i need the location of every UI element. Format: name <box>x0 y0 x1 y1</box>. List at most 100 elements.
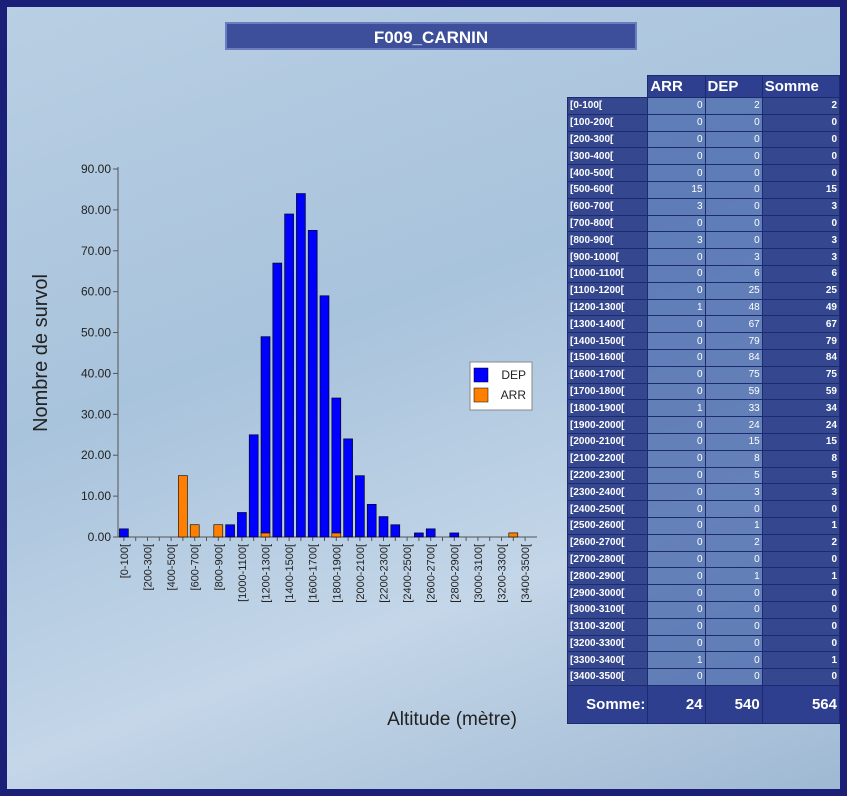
table-cell: 84 <box>705 349 762 366</box>
table-cell: 0 <box>648 417 705 434</box>
table-cell: 0 <box>648 669 705 686</box>
table-cell: 0 <box>648 215 705 232</box>
table-cell: 3 <box>705 484 762 501</box>
table-cell: 0 <box>705 551 762 568</box>
column-header: DEP <box>705 76 762 98</box>
bar <box>261 337 270 533</box>
table-cell: 0 <box>705 669 762 686</box>
table-cell: 0 <box>762 635 839 652</box>
table-cell: 3 <box>648 198 705 215</box>
frame: F009_CARNIN 0.0010.0020.0030.0040.0050.0… <box>0 0 847 796</box>
table-row: [1000-1100[066 <box>568 265 840 282</box>
x-tick-label: [1400-1500[ <box>284 544 296 603</box>
corner <box>568 76 648 98</box>
bar <box>214 525 223 537</box>
table-cell: 75 <box>762 366 839 383</box>
table-cell: 2 <box>705 98 762 115</box>
table-cell: [1500-1600[ <box>568 349 648 366</box>
bar <box>237 512 246 537</box>
y-axis-label: Nombre de survol <box>30 274 52 432</box>
table-cell: 15 <box>762 433 839 450</box>
table-cell: [3100-3200[ <box>568 618 648 635</box>
bar <box>367 504 376 537</box>
table-cell: [2600-2700[ <box>568 534 648 551</box>
table-cell: 3 <box>762 198 839 215</box>
table-cell: 84 <box>762 349 839 366</box>
table-cell: 0 <box>648 501 705 518</box>
table-cell: 0 <box>762 501 839 518</box>
table-cell: 1 <box>648 299 705 316</box>
table-cell: 0 <box>705 501 762 518</box>
x-tick-label: [3400-3500[ <box>520 544 532 603</box>
table-cell: [1700-1800[ <box>568 383 648 400</box>
table-cell: 79 <box>762 333 839 350</box>
table-row: [2600-2700[022 <box>568 534 840 551</box>
table-cell: 0 <box>762 669 839 686</box>
table-row: [1400-1500[07979 <box>568 333 840 350</box>
table-row: [1200-1300[14849 <box>568 299 840 316</box>
bar <box>355 476 364 537</box>
table-cell: 0 <box>648 450 705 467</box>
table-cell: 3 <box>762 249 839 266</box>
table-cell: [1100-1200[ <box>568 282 648 299</box>
table-cell: [2200-2300[ <box>568 467 648 484</box>
table-cell: 0 <box>762 585 839 602</box>
legend-label: ARR <box>501 388 527 402</box>
bar <box>332 533 341 537</box>
table-cell: [3200-3300[ <box>568 635 648 652</box>
table-cell: 49 <box>762 299 839 316</box>
table-cell: 0 <box>648 333 705 350</box>
table-cell: 0 <box>648 383 705 400</box>
table-cell: 2 <box>705 534 762 551</box>
table-row: [2500-2600[011 <box>568 517 840 534</box>
bar <box>426 529 435 537</box>
footer-cell: 24 <box>648 685 705 723</box>
table-cell: 79 <box>705 333 762 350</box>
table-cell: [2000-2100[ <box>568 433 648 450</box>
x-tick-label: [3000-3100[ <box>473 544 485 603</box>
bar <box>344 439 353 537</box>
table-cell: [400-500[ <box>568 165 648 182</box>
table-row: [1100-1200[02525 <box>568 282 840 299</box>
table-cell: 67 <box>762 316 839 333</box>
table-cell: 0 <box>648 585 705 602</box>
bar <box>414 533 423 537</box>
footer-cell: 540 <box>705 685 762 723</box>
table-row: [300-400[000 <box>568 148 840 165</box>
table-cell: 25 <box>705 282 762 299</box>
table-cell: [0-100[ <box>568 98 648 115</box>
table-cell: 0 <box>762 114 839 131</box>
table-cell: 0 <box>762 551 839 568</box>
table-cell: 3 <box>762 484 839 501</box>
table-cell: 0 <box>705 601 762 618</box>
bar <box>450 533 459 537</box>
x-tick-label: [2400-2500[ <box>402 544 414 603</box>
y-tick-label: 0.00 <box>88 530 112 544</box>
table-cell: 67 <box>705 316 762 333</box>
legend: DEPARR <box>470 362 532 410</box>
table-row: [1800-1900[13334 <box>568 400 840 417</box>
table-cell: 0 <box>705 652 762 669</box>
table-cell: [2100-2200[ <box>568 450 648 467</box>
table-cell: 75 <box>705 366 762 383</box>
table-cell: 48 <box>705 299 762 316</box>
table-cell: 5 <box>705 467 762 484</box>
table-cell: 15 <box>705 433 762 450</box>
table-cell: 0 <box>648 249 705 266</box>
table-cell: 0 <box>762 215 839 232</box>
x-tick-label: [3200-3300[ <box>497 544 509 603</box>
page: F009_CARNIN 0.0010.0020.0030.0040.0050.0… <box>0 0 847 796</box>
table-cell: [3000-3100[ <box>568 601 648 618</box>
table-cell: [300-400[ <box>568 148 648 165</box>
table-row: [3300-3400[101 <box>568 652 840 669</box>
table-cell: 0 <box>648 517 705 534</box>
table-cell: 15 <box>762 181 839 198</box>
table-row: [2300-2400[033 <box>568 484 840 501</box>
table-cell: 0 <box>648 349 705 366</box>
table-row: [200-300[000 <box>568 131 840 148</box>
table-cell: [1000-1100[ <box>568 265 648 282</box>
table-cell: 8 <box>762 450 839 467</box>
